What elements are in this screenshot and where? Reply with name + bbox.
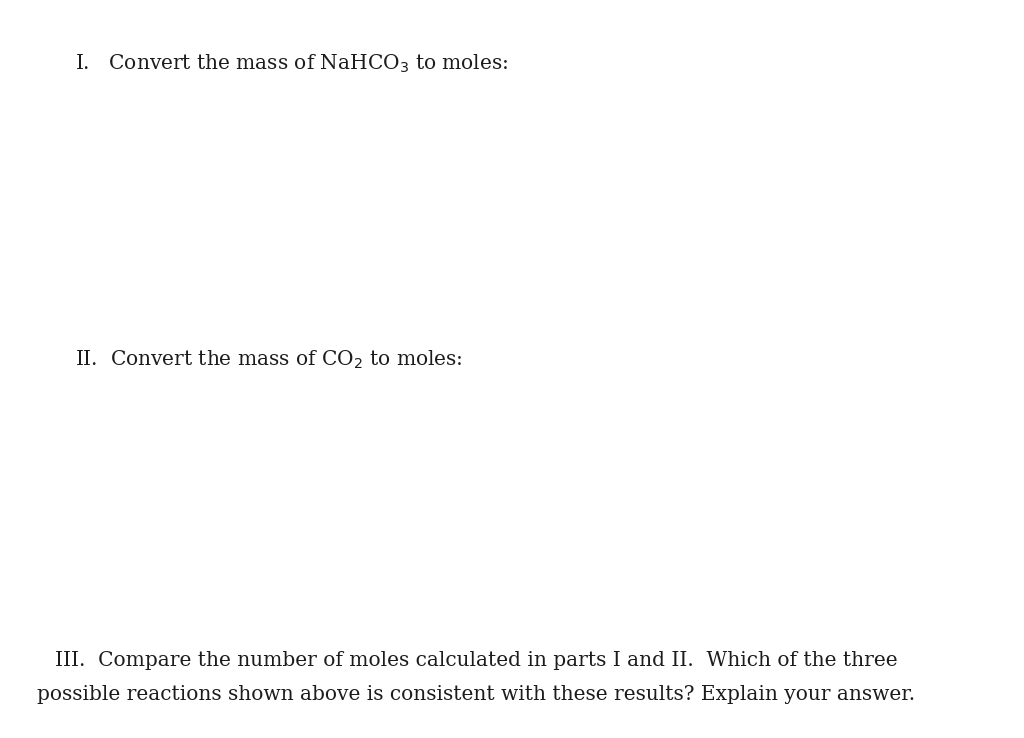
Text: I.   Convert the mass of NaHCO$_3$ to moles:: I. Convert the mass of NaHCO$_3$ to mole… bbox=[75, 53, 508, 75]
Text: possible reactions shown above is consistent with these results? Explain your an: possible reactions shown above is consis… bbox=[37, 685, 915, 704]
Text: III.  Compare the number of moles calculated in parts I and II.  Which of the th: III. Compare the number of moles calcula… bbox=[55, 651, 897, 670]
Text: II.  Convert the mass of CO$_2$ to moles:: II. Convert the mass of CO$_2$ to moles: bbox=[75, 349, 463, 371]
